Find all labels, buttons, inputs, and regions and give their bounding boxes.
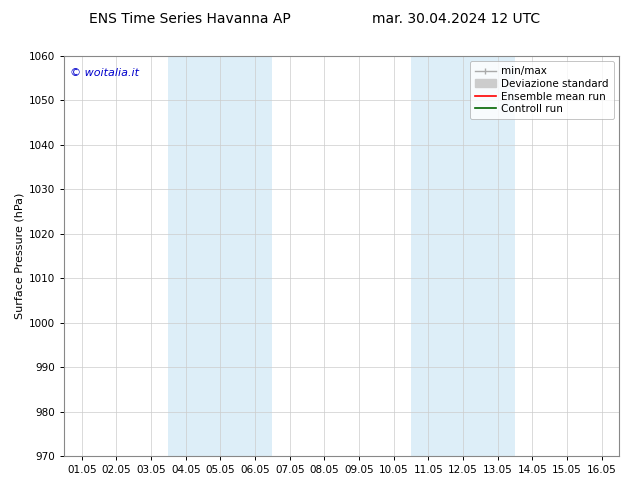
Text: ENS Time Series Havanna AP: ENS Time Series Havanna AP xyxy=(89,12,291,26)
Bar xyxy=(411,56,515,456)
Text: mar. 30.04.2024 12 UTC: mar. 30.04.2024 12 UTC xyxy=(372,12,541,26)
Bar xyxy=(169,56,273,456)
Legend: min/max, Deviazione standard, Ensemble mean run, Controll run: min/max, Deviazione standard, Ensemble m… xyxy=(470,61,614,120)
Text: © woitalia.it: © woitalia.it xyxy=(70,68,139,78)
Y-axis label: Surface Pressure (hPa): Surface Pressure (hPa) xyxy=(15,193,25,319)
